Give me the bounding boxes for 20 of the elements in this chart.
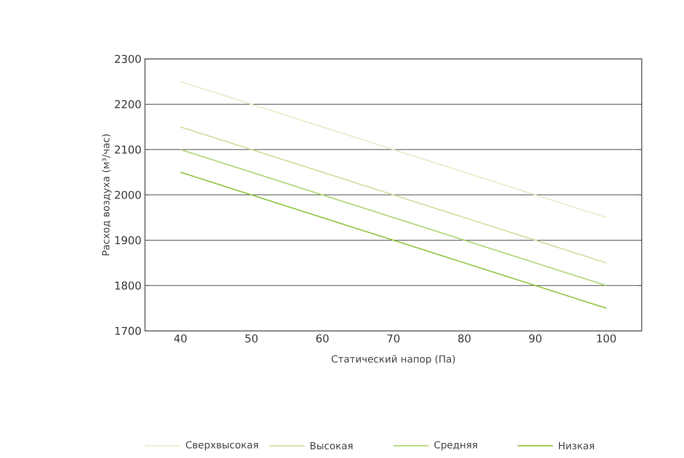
legend-label: Средняя xyxy=(434,441,477,451)
y-tick-label: 2100 xyxy=(114,146,141,154)
y-axis-title: Расход воздуха (м³/час) xyxy=(102,134,112,256)
x-tick-label: 80 xyxy=(458,334,470,343)
x-tick-label: 60 xyxy=(316,334,329,343)
legend-label: Низкая xyxy=(559,442,594,450)
x-axis-title: Статический напор (Па) xyxy=(332,355,455,365)
y-tick-label: 2000 xyxy=(114,191,141,200)
x-tick-label: 100 xyxy=(597,334,616,343)
x-tick-label: 70 xyxy=(387,334,400,343)
y-tick-label: 2300 xyxy=(114,55,141,64)
y-tick-label: 1800 xyxy=(115,282,141,290)
legend-label: Высокая xyxy=(310,442,352,450)
y-tick-label: 2200 xyxy=(114,100,141,109)
y-tick-label: 1700 xyxy=(115,327,141,336)
x-tick-label: 90 xyxy=(529,334,542,343)
y-tick-label: 1900 xyxy=(115,236,141,245)
x-tick-label: 40 xyxy=(174,334,187,343)
legend-label: Сверхвысокая xyxy=(186,441,258,451)
x-tick-label: 50 xyxy=(245,334,258,343)
